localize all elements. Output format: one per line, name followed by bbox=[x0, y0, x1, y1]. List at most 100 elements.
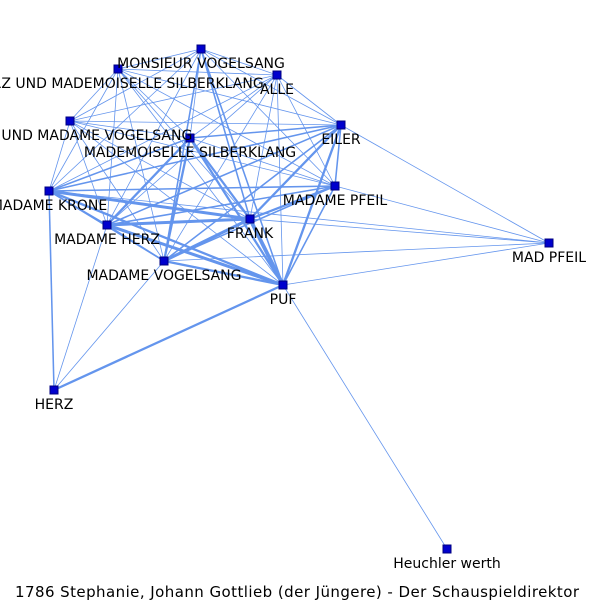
label-layer: MONSIEUR VOGELSANG HERZ UND MADEMOISELLE … bbox=[0, 56, 586, 572]
edge-monsieur_vogelsang-alle bbox=[200, 48, 278, 76]
edge-mlle_silberklang-herz_silberklang bbox=[117, 68, 191, 139]
edge-puf-heuchler bbox=[282, 284, 448, 550]
edge-layer bbox=[47, 48, 550, 550]
node-layer bbox=[44, 44, 554, 554]
node-eiler bbox=[336, 120, 346, 130]
edge-madame_krone-alle bbox=[48, 74, 278, 192]
node-madame_herz bbox=[102, 220, 112, 230]
node-label-madame_pfeil: MADAME PFEIL bbox=[283, 193, 388, 209]
node-herz bbox=[49, 385, 59, 395]
edge-frank-mlle_silberklang bbox=[188, 136, 252, 221]
edge-monsieur_vogelsang-herz_silberklang bbox=[117, 48, 202, 70]
node-label-madame_vogelsang: MADAME VOGELSANG bbox=[86, 268, 241, 284]
edge-frank-eiler bbox=[248, 123, 343, 221]
node-madame_krone bbox=[44, 186, 54, 196]
edge-eiler-krone_vogelsang bbox=[69, 120, 342, 126]
edge-madame_herz-alle bbox=[106, 74, 278, 226]
edge-eiler-mlle_silberklang bbox=[189, 124, 342, 139]
node-label-monsieur_vogelsang: MONSIEUR VOGELSANG bbox=[117, 56, 285, 72]
edge-madame_pfeil-herz_silberklang bbox=[117, 68, 336, 187]
edge-mlle_silberklang-madame_pfeil bbox=[189, 137, 336, 187]
edge-madame_krone-monsieur_vogelsang bbox=[48, 48, 202, 192]
edge-mlle_silberklang-madame_krone bbox=[48, 137, 191, 192]
edge-madame_herz-herz bbox=[53, 224, 108, 391]
edge-madame_vogelsang-krone_vogelsang bbox=[69, 120, 165, 262]
edge-madame_krone-herz_silberklang bbox=[48, 68, 119, 192]
edge-puf-madame_vogelsang bbox=[162, 259, 285, 287]
edge-frank-monsieur_vogelsang bbox=[200, 48, 251, 220]
edge-madame_pfeil-mad_pfeil bbox=[334, 185, 550, 244]
edge-eiler-mad_pfeil bbox=[340, 124, 550, 244]
edge-puf-mlle_silberklang bbox=[188, 136, 285, 287]
edge-alle-herz_silberklang bbox=[117, 68, 278, 76]
edge-madame_krone-krone_vogelsang bbox=[48, 120, 71, 192]
edge-puf-madame_krone bbox=[47, 189, 285, 287]
node-label-herz_silberklang: HERZ UND MADEMOISELLE SILBERKLANG bbox=[0, 76, 264, 92]
edge-puf-alle bbox=[276, 74, 284, 286]
edge-eiler-madame_vogelsang bbox=[163, 124, 342, 262]
edge-frank-puf bbox=[248, 217, 285, 287]
edge-puf-madame_pfeil bbox=[282, 185, 336, 286]
node-label-madame_krone: MADAME KRONE bbox=[0, 198, 107, 214]
edge-madame_herz-krone_vogelsang bbox=[69, 120, 108, 226]
edge-puf-mad_pfeil bbox=[282, 242, 550, 286]
edge-eiler-madame_pfeil bbox=[334, 124, 342, 187]
edge-madame_pfeil-krone_vogelsang bbox=[69, 120, 336, 187]
edge-madame_vogelsang-monsieur_vogelsang bbox=[163, 48, 202, 262]
node-label-mad_pfeil: MAD PFEIL bbox=[512, 250, 586, 266]
node-label-krone_vogelsang: KRONE UND MADAME VOGELSANG bbox=[0, 128, 192, 144]
edge-madame_krone-herz bbox=[48, 190, 55, 391]
edge-puf-madame_herz bbox=[105, 223, 285, 287]
node-mlle_silberklang bbox=[185, 133, 195, 143]
edge-madame_herz-monsieur_vogelsang bbox=[106, 48, 202, 226]
edge-madame_herz-madame_pfeil bbox=[106, 185, 336, 226]
edge-eiler-herz_silberklang bbox=[117, 68, 342, 126]
node-label-mlle_silberklang: MADEMOISELLE SILBERKLANG bbox=[84, 145, 296, 161]
graph-caption: 1786 Stephanie, Johann Gottlieb (der Jün… bbox=[15, 583, 580, 600]
edge-eiler-monsieur_vogelsang bbox=[200, 48, 342, 126]
node-mad_pfeil bbox=[544, 238, 554, 248]
node-label-madame_herz: MADAME HERZ bbox=[54, 232, 160, 248]
edge-madame_vogelsang-mad_pfeil bbox=[163, 242, 550, 262]
edge-madame_vogelsang-herz bbox=[53, 260, 165, 391]
edge-madame_herz-herz_silberklang bbox=[106, 68, 119, 226]
node-label-alle: ALLE bbox=[260, 82, 294, 98]
edge-madame_pfeil-monsieur_vogelsang bbox=[200, 48, 336, 187]
edge-puf-eiler bbox=[281, 123, 343, 287]
edge-alle-krone_vogelsang bbox=[69, 74, 278, 122]
node-madame_vogelsang bbox=[159, 256, 169, 266]
edge-eiler-madame_krone bbox=[48, 124, 342, 192]
node-label-eiler: EILER bbox=[321, 132, 361, 148]
node-monsieur_vogelsang bbox=[196, 44, 206, 54]
edge-eiler-alle bbox=[276, 74, 342, 126]
edge-mlle_silberklang-krone_vogelsang bbox=[69, 120, 191, 139]
edge-herz_silberklang-krone_vogelsang bbox=[69, 68, 119, 122]
edge-mlle_silberklang-madame_herz bbox=[105, 136, 192, 227]
node-label-puf: PUF bbox=[270, 292, 297, 308]
node-alle bbox=[272, 70, 282, 80]
edge-puf-herz bbox=[52, 283, 285, 392]
node-heuchler bbox=[442, 544, 452, 554]
edge-madame_pfeil-alle bbox=[276, 74, 336, 187]
edge-puf-herz_silberklang bbox=[117, 68, 284, 286]
node-madame_pfeil bbox=[330, 181, 340, 191]
edge-madame_vogelsang-herz_silberklang bbox=[117, 68, 165, 262]
edge-monsieur_vogelsang-krone_vogelsang bbox=[69, 48, 202, 122]
node-krone_vogelsang bbox=[65, 116, 75, 126]
edge-madame_herz-madame_vogelsang bbox=[106, 224, 165, 262]
edge-eiler-madame_herz bbox=[106, 124, 342, 226]
edge-frank-mad_pfeil bbox=[249, 218, 550, 244]
edge-madame_krone-madame_pfeil bbox=[48, 185, 336, 192]
node-label-herz: HERZ bbox=[35, 397, 74, 413]
node-puf bbox=[278, 280, 288, 290]
node-herz_silberklang bbox=[113, 64, 123, 74]
node-frank bbox=[245, 214, 255, 224]
edge-madame_vogelsang-alle bbox=[163, 74, 278, 262]
node-label-frank: FRANK bbox=[227, 226, 274, 242]
node-label-heuchler: Heuchler werth bbox=[393, 556, 500, 572]
edge-frank-madame_krone bbox=[47, 189, 252, 221]
edge-mlle_silberklang-alle bbox=[189, 74, 278, 139]
edge-madame_krone-mad_pfeil bbox=[48, 190, 550, 244]
